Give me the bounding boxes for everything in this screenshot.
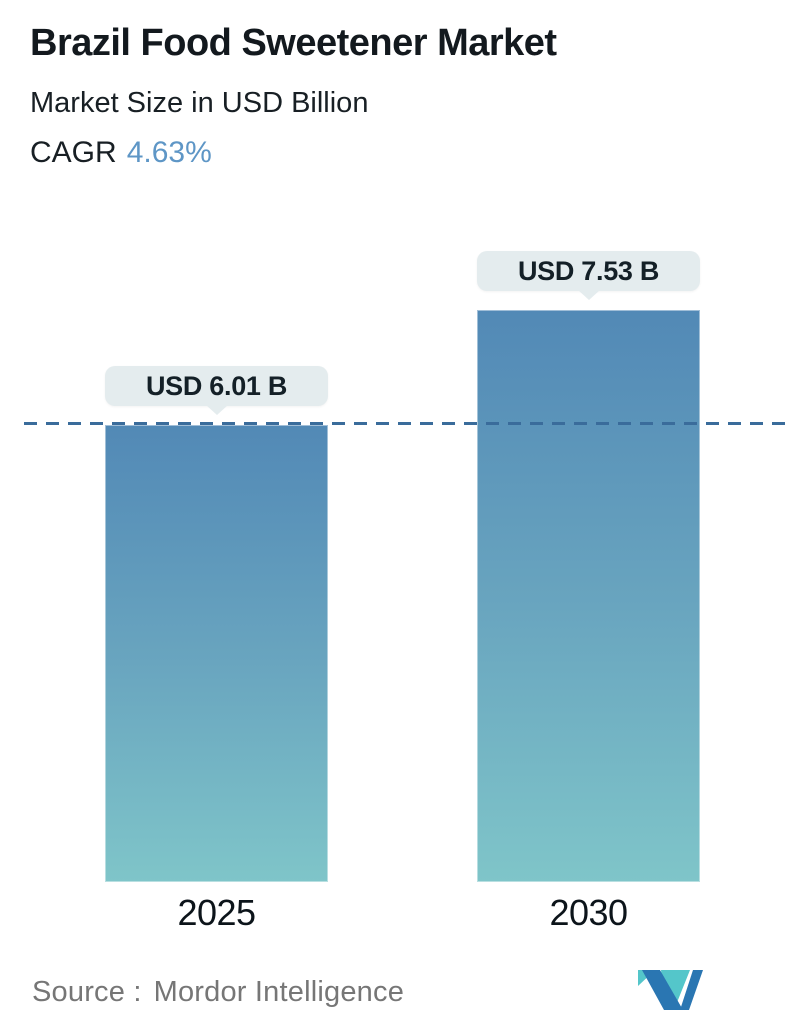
logo-blue-band: [642, 970, 683, 1010]
x-axis-label-2030: 2030: [549, 892, 628, 933]
value-tooltip-2030: USD 7.53 B: [477, 251, 700, 291]
page-title: Brazil Food Sweetener Market: [30, 22, 557, 64]
bar-2025: [105, 425, 328, 882]
bar-2030: [477, 310, 700, 882]
source-line: Source : Mordor Intelligence: [32, 976, 404, 1009]
value-tooltip-text: USD 7.53 B: [517, 255, 660, 286]
cagr-value: 4.63%: [126, 136, 212, 169]
mordor-intelligence-logo: [638, 970, 703, 1010]
value-tooltip-text: USD 6.01 B: [145, 370, 288, 401]
bar-group-2030: USD 7.53 B 2030: [477, 0, 700, 1034]
source-label: Source :: [32, 976, 142, 1008]
x-axis-label-2025: 2025: [177, 892, 256, 933]
source-value: Mordor Intelligence: [153, 976, 405, 1008]
reference-dashed-line: [24, 422, 788, 425]
cagr-line: CAGR 4.63%: [30, 136, 212, 170]
chart-subtitle: Market Size in USD Billion: [30, 87, 369, 119]
bar-group-2025: USD 6.01 B 2025: [105, 0, 328, 1034]
logo-blue-right-band: [680, 970, 703, 1010]
cagr-label: CAGR: [30, 136, 117, 169]
value-tooltip-2025: USD 6.01 B: [105, 366, 328, 406]
